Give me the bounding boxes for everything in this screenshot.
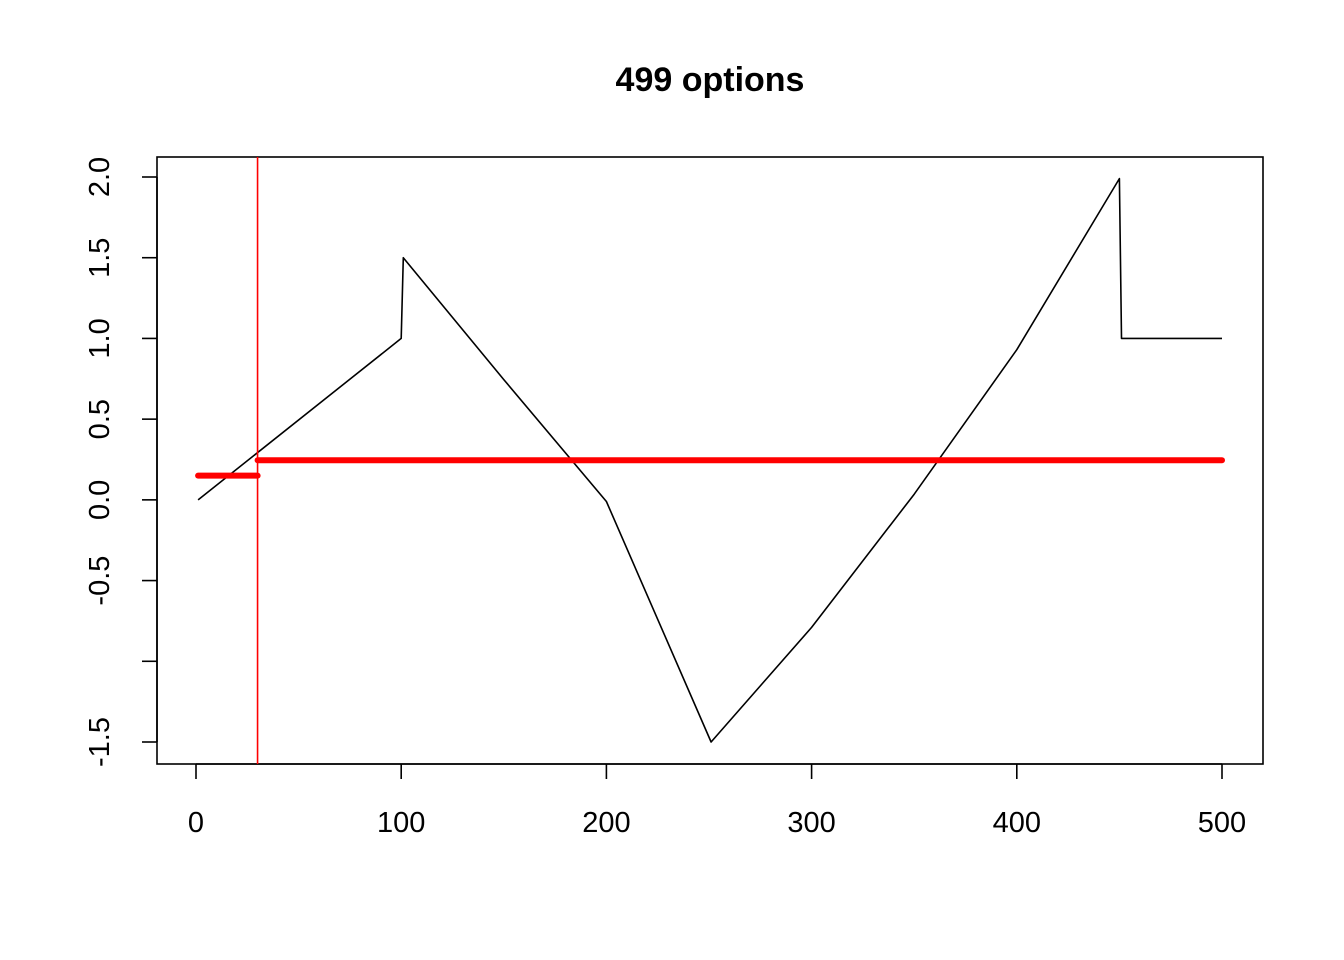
x-tick-label: 300 xyxy=(787,807,835,839)
y-tick-label: 1.0 xyxy=(84,318,116,358)
y-tick-label: -0.5 xyxy=(84,556,116,606)
y-tick-label: -1.5 xyxy=(84,717,116,767)
x-tick-label: 0 xyxy=(188,807,204,839)
y-tick-label: 1.5 xyxy=(84,238,116,278)
y-axis: 2.0 1.5 1.0 0.5 0.0 -0.5 -1.5 xyxy=(84,157,158,767)
y-tick-label: 0.5 xyxy=(84,399,116,439)
y-tick-label: 2.0 xyxy=(84,157,116,197)
x-tick-label: 100 xyxy=(377,807,425,839)
x-tick-label: 200 xyxy=(582,807,630,839)
x-axis: 0 100 200 300 400 500 xyxy=(188,763,1246,839)
y-tick-label: 0.0 xyxy=(84,480,116,520)
x-tick-label: 400 xyxy=(993,807,1041,839)
black-series-line xyxy=(197,177,1222,743)
x-tick-label: 500 xyxy=(1198,807,1246,839)
series-layer xyxy=(195,177,1225,743)
chart-title: 499 options xyxy=(616,61,805,99)
